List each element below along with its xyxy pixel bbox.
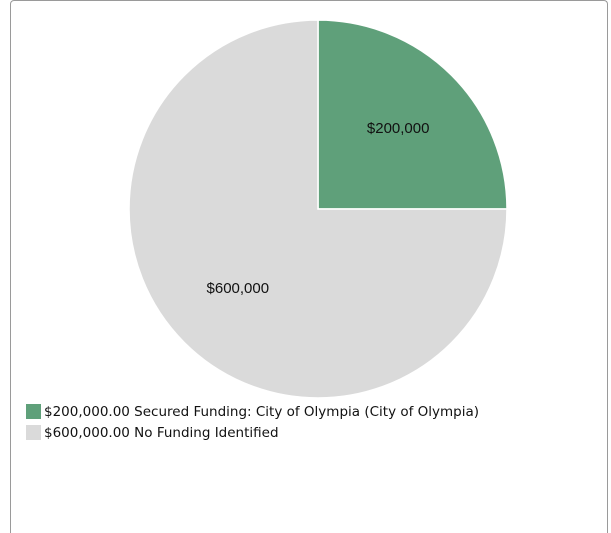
legend-swatch [26,404,41,419]
legend-label: $200,000.00 Secured Funding: City of Oly… [44,403,480,420]
legend: $200,000.00 Secured Funding: City of Oly… [26,401,479,443]
slice-label: $200,000 [367,120,430,137]
legend-item-unfunded: $600,000.00 No Funding Identified [26,422,479,443]
pie-slice [317,19,508,210]
slice-label: $600,000 [207,280,270,297]
legend-label: $600,000.00 No Funding Identified [44,424,279,441]
legend-swatch [26,425,41,440]
pie-slice [128,19,508,399]
legend-item-secured: $200,000.00 Secured Funding: City of Oly… [26,401,479,422]
pie-chart: $200,000 $600,000 [128,19,508,399]
